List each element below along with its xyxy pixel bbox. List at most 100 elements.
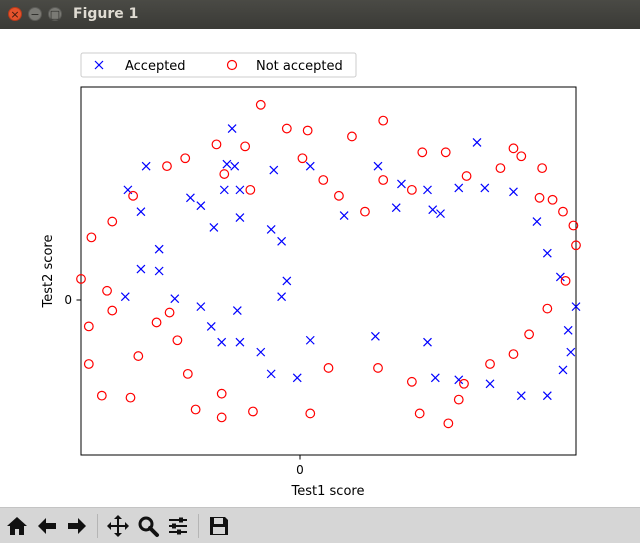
accepted-point — [305, 161, 315, 171]
accepted-point — [558, 365, 568, 375]
accepted-point — [256, 347, 266, 357]
not-accepted-point — [318, 175, 329, 185]
not-accepted-point — [459, 378, 469, 389]
accepted-point — [282, 276, 292, 286]
not-accepted-point — [516, 151, 527, 162]
not-accepted-point — [406, 376, 417, 387]
maximize-window-button[interactable]: □ — [48, 7, 62, 21]
accepted-point — [454, 183, 464, 193]
close-window-button[interactable]: × — [8, 7, 22, 21]
not-accepted-point — [347, 131, 357, 142]
forward-button[interactable] — [63, 512, 91, 540]
zoom-icon — [138, 516, 159, 537]
save-button[interactable] — [205, 512, 233, 540]
accepted-point — [373, 161, 383, 171]
accepted-point — [219, 185, 229, 195]
y-axis-label: Test2 score — [41, 235, 56, 309]
accepted-point — [136, 207, 146, 217]
not-accepted-point — [524, 329, 535, 340]
accepted-point — [222, 159, 232, 169]
window-titlebar: × − □ Figure 1 — [0, 0, 640, 29]
not-accepted-point — [305, 408, 316, 419]
arrow-left-icon — [38, 518, 56, 534]
accepted-point — [292, 373, 302, 383]
toolbar-separator — [97, 514, 98, 538]
not-accepted-point — [461, 171, 472, 181]
not-accepted-point — [107, 216, 118, 227]
not-accepted-point — [571, 240, 581, 251]
legend: Accepted Not accepted — [80, 52, 357, 78]
not-accepted-point — [125, 392, 136, 403]
not-accepted-point — [128, 190, 139, 201]
accepted-point — [120, 292, 130, 302]
not-accepted-point — [373, 363, 383, 373]
not-accepted-point — [302, 125, 313, 136]
legend-label-accepted: Accepted — [125, 59, 186, 74]
minimize-window-button[interactable]: − — [28, 7, 42, 21]
accepted-point — [206, 321, 216, 331]
sliders-icon — [169, 517, 187, 535]
not-accepted-point — [537, 163, 548, 174]
accepted-point — [472, 137, 482, 147]
accepted-point — [485, 379, 495, 389]
accepted-point — [532, 217, 542, 226]
not-accepted-point — [443, 418, 454, 429]
not-accepted-point — [172, 335, 183, 346]
accepted-point — [305, 335, 315, 345]
not-accepted-point — [216, 388, 227, 399]
not-accepted-point — [219, 169, 230, 179]
not-accepted-point — [542, 303, 553, 314]
figure-canvas: 0 0 Test1 score Test2 score Accepted Not… — [0, 29, 640, 507]
chart-marks — [76, 99, 581, 429]
not-accepted-point — [334, 190, 344, 201]
zoom-button[interactable] — [134, 512, 162, 540]
not-accepted-point — [245, 184, 256, 195]
accepted-point — [154, 266, 164, 276]
accepted-point — [230, 161, 240, 171]
accepted-point — [170, 294, 180, 304]
not-accepted-point — [281, 123, 292, 134]
minimize-icon: − — [30, 7, 40, 21]
accepted-point — [566, 347, 576, 357]
accepted-point — [428, 205, 438, 215]
not-accepted-point — [211, 139, 222, 150]
not-accepted-point — [182, 368, 193, 379]
pan-button[interactable] — [104, 512, 132, 540]
not-accepted-point — [485, 359, 495, 369]
not-accepted-point — [83, 321, 94, 332]
not-accepted-point — [378, 115, 389, 126]
legend-box — [80, 52, 357, 78]
not-accepted-point — [378, 175, 389, 185]
accepted-point — [423, 185, 432, 195]
accepted-point — [196, 201, 206, 211]
home-button[interactable] — [3, 512, 31, 540]
accepted-point — [136, 264, 146, 274]
accepted-point — [571, 302, 581, 312]
not-accepted-point — [323, 363, 334, 373]
not-accepted-point — [508, 349, 519, 359]
not-accepted-point — [255, 99, 266, 110]
accepted-point — [563, 325, 573, 335]
not-accepted-point — [406, 184, 417, 195]
accepted-point — [154, 244, 164, 254]
not-accepted-point — [164, 307, 175, 318]
accepted-point — [196, 302, 206, 312]
accepted-point — [430, 373, 440, 383]
not-accepted-point — [453, 394, 464, 405]
home-icon — [7, 517, 27, 535]
not-accepted-point — [83, 359, 94, 369]
back-button[interactable] — [33, 512, 61, 540]
not-accepted-point — [558, 206, 568, 217]
accepted-point — [454, 375, 464, 385]
subplots-button[interactable] — [164, 512, 192, 540]
not-accepted-point — [297, 153, 308, 164]
x-tick-label: 0 — [296, 463, 304, 477]
accepted-point — [266, 225, 276, 234]
not-accepted-point — [76, 274, 86, 284]
not-accepted-point — [107, 305, 118, 316]
not-accepted-point — [534, 192, 545, 203]
not-accepted-point — [360, 206, 370, 217]
not-accepted-point — [180, 153, 191, 164]
accepted-point — [235, 337, 245, 347]
not-accepted-point — [240, 141, 251, 152]
